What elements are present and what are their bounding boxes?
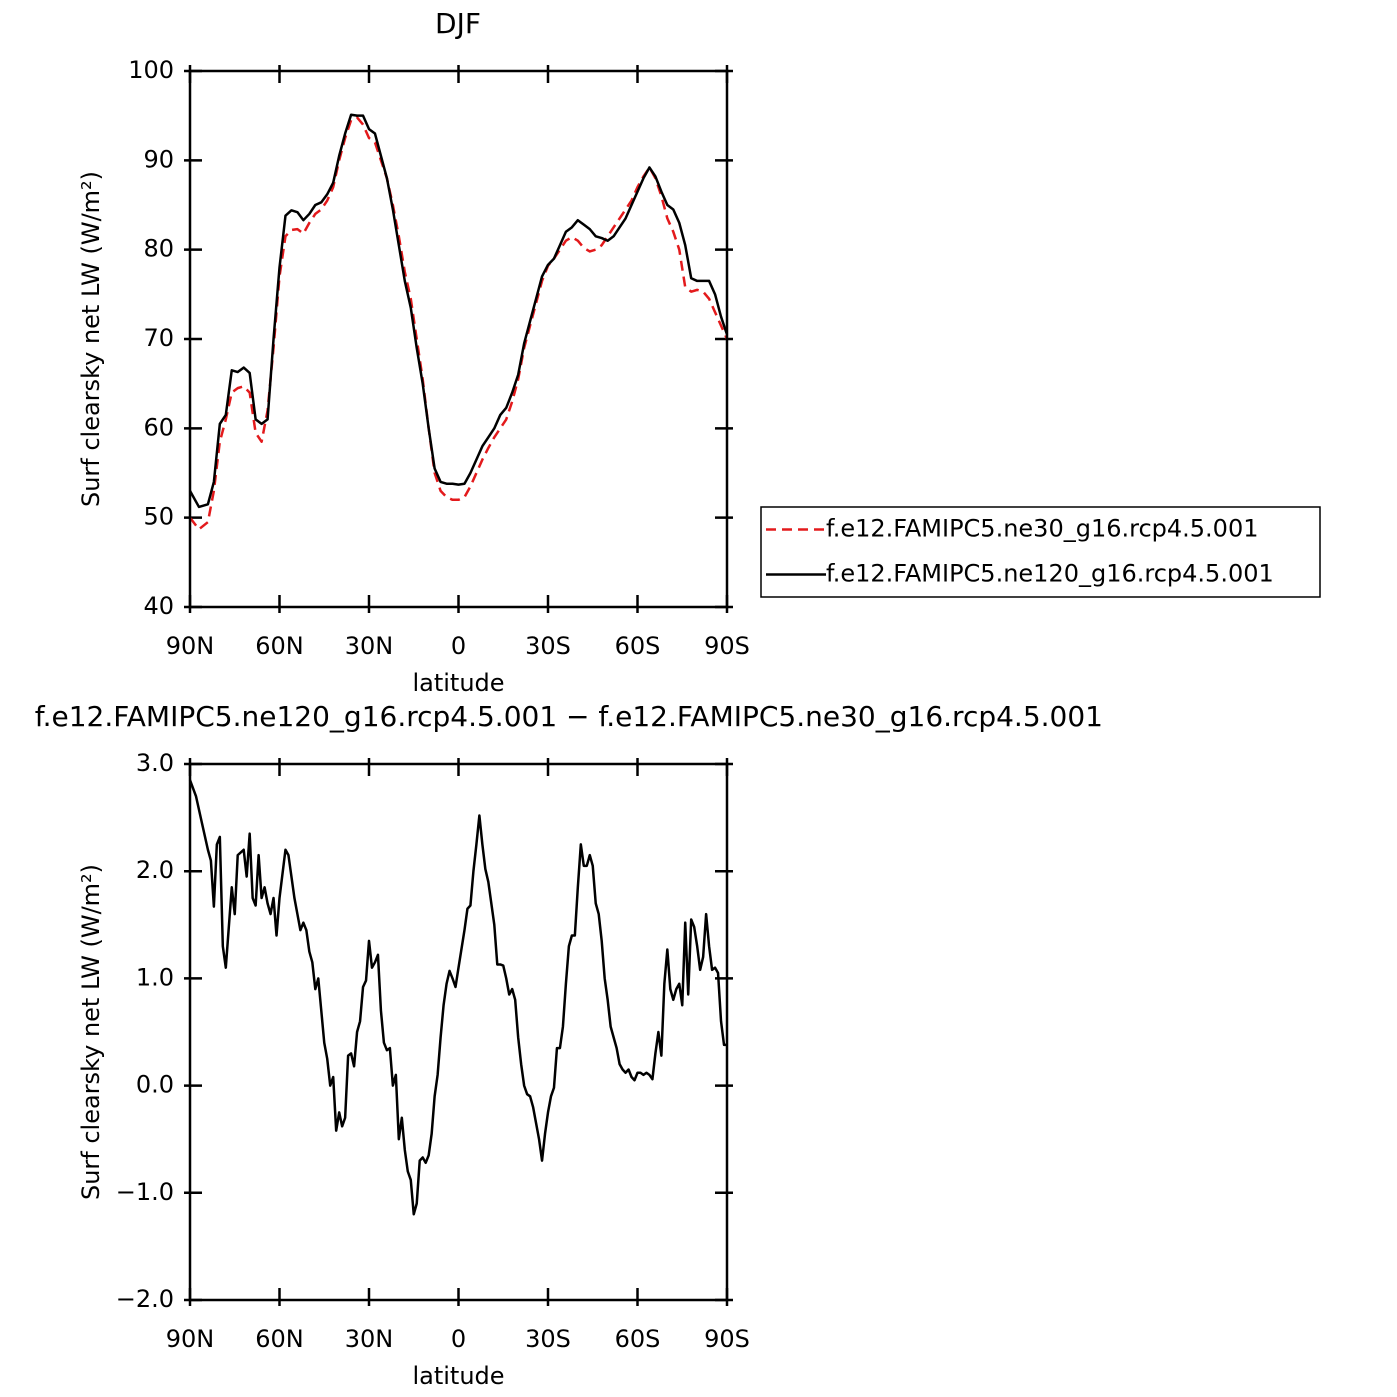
x-tick-label: 90N	[166, 1325, 215, 1353]
plot-frame	[188, 762, 729, 1302]
y-tick-label: 0.0	[136, 1071, 174, 1099]
y-tick-label: 1.0	[136, 963, 174, 991]
y-tick-label: 100	[128, 56, 174, 84]
x-tick-label: 90N	[166, 632, 215, 660]
legend-label: f.e12.FAMIPC5.ne30_g16.rcp4.5.001	[826, 515, 1259, 543]
plot-frame	[188, 69, 729, 609]
chart-title: DJF	[435, 7, 481, 40]
x-tick-label: 30S	[525, 1325, 571, 1353]
x-axis-label: latitude	[412, 669, 504, 697]
y-tick-label: 70	[143, 324, 174, 352]
legend-label: f.e12.FAMIPC5.ne120_g16.rcp4.5.001	[826, 560, 1274, 588]
x-tick-label: 30S	[525, 632, 571, 660]
data-line	[188, 113, 729, 509]
x-tick-label: 90S	[704, 632, 750, 660]
x-tick-label: 0	[451, 632, 466, 660]
y-tick-label: 60	[143, 413, 174, 441]
x-tick-label: 60N	[255, 632, 304, 660]
x-tick-label: 90S	[704, 1325, 750, 1353]
x-tick-label: 0	[451, 1325, 466, 1353]
x-axis-label: latitude	[412, 1362, 504, 1390]
y-tick-label: 40	[143, 592, 174, 620]
x-tick-label: 30N	[345, 632, 394, 660]
x-tick-label: 60N	[255, 1325, 304, 1353]
y-tick-label: 3.0	[136, 749, 174, 777]
y-tick-label: 50	[143, 503, 174, 531]
data-line	[189, 116, 729, 531]
y-axis-label: Surf clearsky net LW (W/m²)	[77, 171, 105, 507]
y-tick-label: 80	[143, 235, 174, 263]
legend-box	[760, 506, 1321, 598]
y-tick-label: 2.0	[136, 856, 174, 884]
x-tick-label: 30N	[345, 1325, 394, 1353]
y-axis-label: Surf clearsky net LW (W/m²)	[77, 864, 105, 1200]
chart-title: f.e12.FAMIPC5.ne120_g16.rcp4.5.001 − f.e…	[35, 700, 1103, 733]
x-tick-label: 60S	[615, 632, 661, 660]
x-tick-label: 60S	[615, 1325, 661, 1353]
y-tick-label: −2.0	[116, 1285, 174, 1313]
y-tick-label: −1.0	[116, 1178, 174, 1206]
y-tick-label: 90	[143, 145, 174, 173]
data-line	[188, 779, 727, 1216]
legend: f.e12.FAMIPC5.ne30_g16.rcp4.5.001 f.e12.F…	[760, 506, 1321, 598]
